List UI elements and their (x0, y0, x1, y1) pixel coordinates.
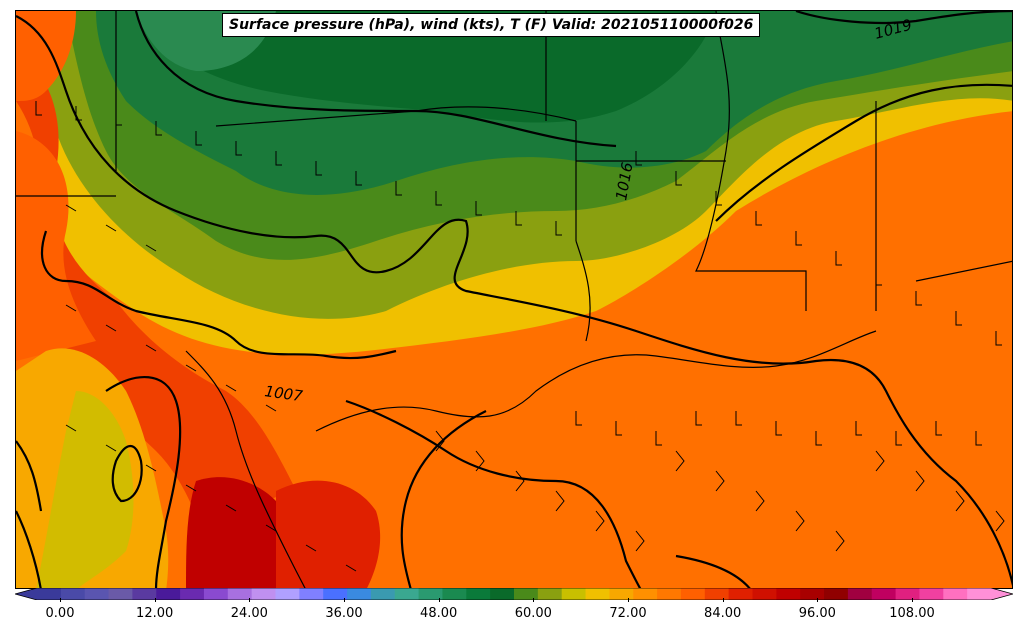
colorbar-tick-mark (722, 598, 724, 602)
colorbar-segment (418, 588, 443, 600)
colorbar-segment (203, 588, 229, 600)
colorbar-tick-mark (438, 598, 440, 602)
isobar-label-1007: 1007 (263, 382, 304, 405)
colorbar-extend-low (15, 588, 37, 600)
colorbar-segment (871, 588, 897, 600)
colorbar-segment (37, 588, 62, 600)
colorbar-tick-mark (533, 598, 535, 602)
colorbar-tick-mark (817, 598, 819, 602)
colorbar-segment (156, 588, 181, 600)
colorbar-segment (251, 588, 276, 600)
colorbar-segment (847, 588, 873, 600)
colorbar-tick-label: 84.00 (704, 606, 742, 621)
colorbar-segment (490, 588, 515, 600)
map-title: Surface pressure (hPa), wind (kts), T (F… (222, 13, 761, 37)
colorbar-segment (824, 588, 849, 600)
isobars (16, 11, 1012, 588)
colorbar-tick-mark (249, 598, 251, 602)
colorbar-segment (108, 588, 133, 600)
colorbar-tick-mark (154, 598, 156, 602)
colorbar-segment (943, 588, 968, 600)
colorbar-segment (514, 588, 539, 600)
colorbar-segment (132, 588, 157, 600)
colorbar-extend-high (991, 588, 1013, 600)
colorbar-segment (657, 588, 682, 600)
colorbar-tick-label: 48.00 (420, 606, 458, 621)
colorbar-segment (466, 588, 491, 600)
colorbar-tick-label: 108.00 (889, 606, 935, 621)
colorbar-segment (180, 588, 205, 600)
colorbar-segment (227, 588, 253, 600)
colorbar-segment (347, 588, 372, 600)
colorbar-segment (680, 588, 706, 600)
colorbar-segment (776, 588, 801, 600)
colorbar-segment (84, 588, 110, 600)
colorbar-segment (895, 588, 920, 600)
colorbar-segment (323, 588, 348, 600)
colorbar-segment (442, 588, 467, 600)
colorbar-tick-label: 36.00 (325, 606, 363, 621)
map-canvas: 1007 1016 1019 (16, 11, 1012, 588)
colorbar-segment (60, 588, 86, 600)
colorbar-segment (585, 588, 610, 600)
colorbar-segment (370, 588, 396, 600)
colorbar-tick-label: 24.00 (230, 606, 268, 621)
colorbar-tick-mark (60, 598, 61, 602)
temperature-field (16, 11, 1012, 588)
colorbar-tick-label: 72.00 (609, 606, 647, 621)
colorbar-segment (752, 588, 777, 600)
colorbar-segment (561, 588, 587, 600)
colorbar-segment (967, 588, 992, 600)
colorbar-segment (919, 588, 944, 600)
colorbar-tick-mark (912, 598, 913, 602)
colorbar-segment (728, 588, 753, 600)
colorbar-tick-label: 0.00 (45, 606, 75, 621)
colorbar-segment (394, 588, 420, 600)
colorbar-segment (633, 588, 658, 600)
colorbar-segment (704, 588, 730, 600)
colorbar-segment (299, 588, 324, 600)
temperature-colorbar (15, 588, 1013, 600)
colorbar-tick-mark (344, 598, 345, 602)
colorbar-segment (275, 588, 300, 600)
colorbar-segment (609, 588, 634, 600)
wind-barbs (35, 101, 1005, 572)
colorbar-segment (800, 588, 825, 600)
colorbar-tick-label: 96.00 (798, 606, 836, 621)
weather-map: 1007 1016 1019 (15, 10, 1013, 589)
colorbar-segment (537, 588, 563, 600)
colorbar-tick-mark (628, 598, 629, 602)
colorbar-tick-label: 60.00 (514, 606, 552, 621)
colorbar-tick-label: 12.00 (136, 606, 174, 621)
